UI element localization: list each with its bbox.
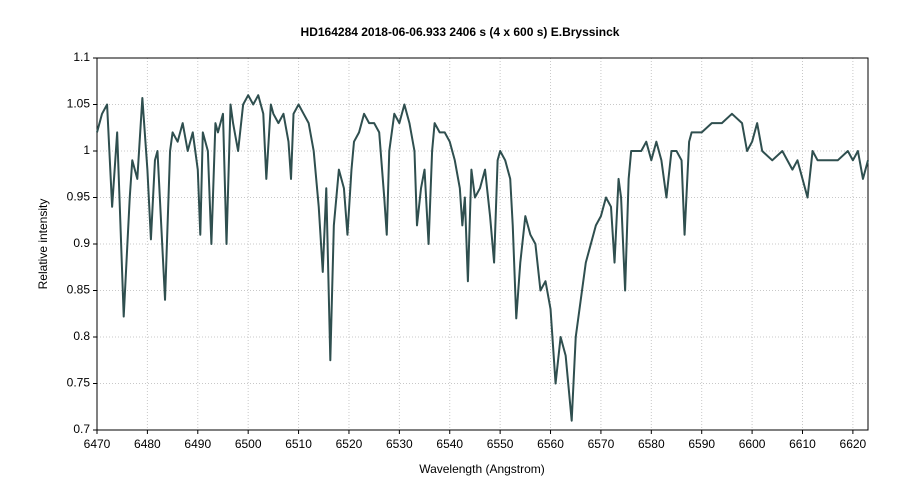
x-tick-label: 6520 bbox=[336, 437, 363, 451]
x-tick-label: 6510 bbox=[285, 437, 312, 451]
y-tick-label: 1.1 bbox=[73, 50, 90, 64]
x-tick-label: 6560 bbox=[537, 437, 564, 451]
x-tick-label: 6590 bbox=[688, 437, 715, 451]
x-tick-label: 6580 bbox=[638, 437, 665, 451]
spectrum-line bbox=[96, 94, 869, 422]
x-tick-label: 6480 bbox=[134, 437, 161, 451]
y-tick-label: 0.8 bbox=[73, 329, 90, 343]
x-tick-label: 6570 bbox=[588, 437, 615, 451]
x-tick-label: 6530 bbox=[386, 437, 413, 451]
y-tick-label: 0.95 bbox=[67, 190, 91, 204]
x-tick-label: 6470 bbox=[84, 437, 111, 451]
x-tick-label: 6600 bbox=[739, 437, 766, 451]
y-axis-label: Relative intensity bbox=[36, 199, 50, 290]
x-axis-label: Wavelength (Angstrom) bbox=[419, 462, 545, 476]
x-tick-label: 6610 bbox=[789, 437, 816, 451]
y-tick-label: 0.75 bbox=[67, 376, 91, 390]
plot-frame bbox=[96, 57, 869, 431]
x-tick-label: 6550 bbox=[487, 437, 514, 451]
y-tick-label: 0.85 bbox=[67, 283, 91, 297]
y-tick-label: 1.05 bbox=[67, 97, 91, 111]
x-tick-label: 6540 bbox=[436, 437, 463, 451]
x-tick-label: 6620 bbox=[840, 437, 867, 451]
y-tick-label: 1 bbox=[83, 143, 90, 157]
x-tick-label: 6500 bbox=[235, 437, 262, 451]
chart-title: HD164284 2018-06-06.933 2406 s (4 x 600 … bbox=[301, 25, 620, 39]
y-tick-label: 0.7 bbox=[73, 422, 90, 436]
x-tick-label: 6490 bbox=[184, 437, 211, 451]
y-tick-label: 0.9 bbox=[73, 236, 90, 250]
